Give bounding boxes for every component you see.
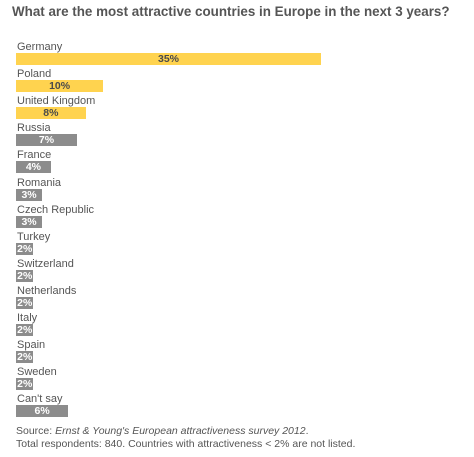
bar-row: Turkey 2%: [16, 231, 466, 258]
value-label: 3%: [21, 215, 37, 228]
value-label: 35%: [157, 53, 179, 65]
bar-row: Germany 35%: [16, 41, 466, 68]
category-label: United Kingdom: [17, 95, 96, 108]
category-label: France: [17, 149, 52, 162]
value-label: 2%: [17, 378, 33, 391]
bar: [16, 405, 69, 418]
category-label: Spain: [17, 339, 46, 352]
bar: [16, 188, 43, 201]
bar: [16, 296, 34, 309]
category-label: Turkey: [17, 230, 51, 243]
category-label: Germany: [17, 41, 63, 53]
bar-row: Can't say 6%: [16, 393, 466, 420]
bar-row: Netherlands 2%: [16, 285, 466, 312]
bar-row: Russia 7%: [16, 122, 466, 149]
value-label: 3%: [21, 188, 37, 201]
bar: [16, 80, 104, 93]
bar-row: United Kingdom 8%: [16, 95, 466, 122]
respondents-note: Total respondents: 840. Countries with a…: [16, 438, 356, 450]
value-label: 7%: [38, 134, 55, 147]
value-label: 8%: [43, 107, 59, 120]
bar-chart: Germany 35% Poland 10% United Kingdom 8% Russi…: [16, 41, 466, 421]
source-suffix: .: [305, 425, 309, 437]
bar-row: Romania 3%: [16, 177, 466, 204]
value-label: 4%: [25, 161, 42, 174]
source-title: Ernst & Young's European attractiveness …: [55, 425, 306, 437]
value-label: 2%: [17, 351, 33, 364]
category-label: Switzerland: [17, 257, 74, 270]
bar-row: Spain 2%: [16, 339, 466, 366]
value-label: 2%: [17, 296, 33, 309]
category-label: Sweden: [17, 366, 57, 379]
category-label: Czech Republic: [17, 203, 95, 216]
category-label: Russia: [17, 122, 51, 135]
value-label: 2%: [17, 324, 33, 336]
bar: [16, 134, 77, 147]
value-label: 2%: [17, 269, 33, 282]
source-prefix: Source:: [16, 425, 56, 437]
category-label: Netherlands: [17, 284, 77, 297]
bar: [16, 269, 34, 282]
bar: [16, 161, 51, 174]
bar: [16, 378, 34, 391]
category-label: Italy: [17, 312, 38, 324]
bar: [16, 53, 321, 65]
value-label: 6%: [34, 405, 50, 418]
bar: [16, 324, 34, 336]
bar-row: France 4%: [16, 149, 466, 176]
category-label: Can't say: [17, 393, 63, 406]
category-label: Poland: [17, 68, 52, 81]
bar: [16, 351, 34, 364]
bar-row: Switzerland 2%: [16, 258, 466, 285]
source-note: Source: Ernst & Young's European attract…: [16, 425, 355, 451]
bar-row: Italy 2%: [16, 312, 466, 339]
value-label: 10%: [49, 80, 71, 93]
bar-row: Poland 10%: [16, 68, 466, 95]
category-label: Romania: [17, 176, 62, 189]
bar: [16, 215, 43, 228]
value-label: 2%: [17, 242, 33, 255]
chart-title: What are the most attractive countries i…: [12, 4, 450, 19]
bar-row: Czech Republic 3%: [16, 204, 466, 231]
bar: [16, 242, 34, 255]
bar: [16, 107, 86, 120]
source-line: Source: Ernst & Young's European attract…: [16, 425, 355, 438]
bar-row: Sweden 2%: [16, 366, 466, 393]
